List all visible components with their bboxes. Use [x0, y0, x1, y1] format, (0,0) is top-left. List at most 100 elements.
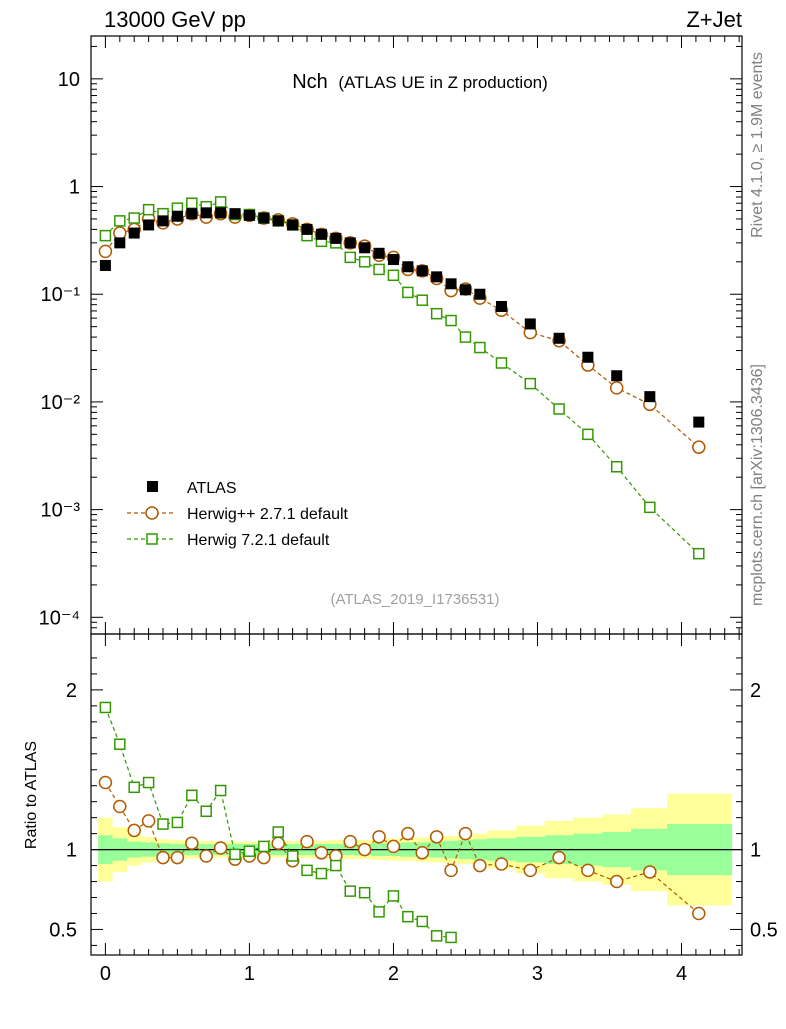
ratio-herwigpp-point [127, 823, 141, 838]
main-herwig7-point [114, 215, 126, 227]
ratio-herwigpp-point [386, 839, 401, 854]
ratio-herwig7-point [286, 850, 299, 862]
y-tick-label: 10⁻³ [41, 500, 81, 522]
main-atlas-point [495, 300, 507, 312]
legend: ATLAS Herwig++ 2.7.1 default Herwig 7.2.… [127, 480, 349, 549]
ratio-y-tick-label: 1 [66, 840, 77, 862]
main-herwig7-point [186, 197, 198, 209]
main-atlas-point [272, 215, 284, 227]
main-atlas-point [611, 370, 623, 382]
plot-title-main: Nch [292, 71, 328, 93]
y-tick-label: 10⁻⁴ [39, 607, 80, 629]
main-atlas-point [215, 207, 227, 219]
ratio-herwigpp-point [429, 830, 444, 844]
main-herwig7-point [644, 501, 656, 514]
ratio-herwigpp-point [357, 842, 372, 857]
ratio-herwigpp-point [444, 863, 458, 878]
main-herwig7-point [524, 377, 537, 390]
main-herwigpp-point [113, 226, 127, 240]
main-atlas-point [582, 351, 594, 363]
ratio-herwigpp-point [98, 775, 113, 790]
main-atlas-point [459, 284, 471, 296]
main-herwig7-point [387, 269, 400, 282]
ratio-herwigpp-point [494, 857, 509, 871]
main-atlas-point [373, 247, 385, 259]
main-atlas-point [114, 237, 126, 249]
ratio-herwigpp-point [213, 841, 228, 855]
frames [90, 35, 743, 956]
ratio-y-tick-label-right: 0.5 [750, 919, 778, 941]
ratio-herwig7-point [258, 840, 270, 853]
ratio-herwigpp-point [300, 834, 314, 849]
ratio-herwig7-point [272, 826, 284, 838]
main-atlas-point [200, 207, 212, 219]
ratio-herwig7-point [243, 845, 256, 857]
main-herwigpp-line [104, 213, 700, 448]
ratio-herwigpp-point [185, 836, 199, 850]
y-tick-label: 10 [58, 69, 80, 91]
ratio-herwig7-point [214, 784, 227, 797]
main-atlas-point [387, 254, 399, 266]
mcplots-label: mcplots.cern.ch [arXiv:1306.3436] [749, 364, 766, 606]
x-tick-label: 0 [100, 963, 111, 985]
ratio-herwigpp-point [458, 826, 473, 841]
legend-item-herwigpp: Herwig++ 2.7.1 default [127, 506, 349, 523]
main-atlas-point [186, 208, 198, 220]
main-atlas-point [553, 332, 565, 344]
ratio-herwig7-point [416, 915, 429, 928]
main-herwigpp-point [98, 244, 113, 259]
main-atlas-point [330, 232, 342, 244]
main-herwig7-line [104, 201, 700, 555]
legend-item-atlas: ATLAS [147, 480, 237, 497]
main-herwig7-point [610, 461, 623, 473]
main-herwig7-point [582, 428, 594, 441]
main-atlas-point [524, 318, 536, 330]
x-tick-label: 2 [388, 963, 399, 985]
ratio-herwigpp-point [415, 846, 430, 860]
ratio-herwigpp-point [692, 906, 706, 921]
main-herwig7-point [445, 314, 457, 327]
ratio-herwig7-point [330, 859, 342, 872]
ratio-herwig7-point [229, 848, 241, 861]
main-herwigpp-point [609, 381, 624, 395]
y-tick-label: 10⁻¹ [41, 284, 81, 306]
ratio-y-tick-label: 2 [66, 680, 77, 702]
ratio-herwig7-point [315, 867, 328, 880]
legend-item-herwig7: Herwig 7.2.1 default [127, 532, 330, 549]
ratio-herwig7-point [402, 910, 414, 923]
main-atlas-point [693, 416, 705, 428]
ratio-herwigpp-point [401, 826, 415, 841]
plot-title-sub: (ATLAS UE in Z production) [338, 73, 547, 92]
ratio-y-tick-label-right: 2 [750, 680, 761, 702]
legend-marker-atlas [147, 481, 158, 492]
ratio-herwigpp [98, 775, 706, 921]
ratio-herwigpp-point [314, 846, 329, 860]
main-atlas-point [402, 261, 414, 273]
ratio-herwig7-point [171, 816, 184, 829]
ratio-herwigpp-point [113, 799, 127, 814]
main-atlas-point [431, 271, 443, 283]
main-atlas-point [644, 391, 656, 403]
main-atlas-point [416, 265, 428, 277]
main-atlas-point [315, 228, 327, 240]
main-herwig7-point [459, 331, 472, 343]
ratio-herwigpp-point [141, 814, 156, 828]
main-herwig7-point [214, 196, 227, 208]
main-herwig7-point [344, 251, 356, 264]
main-atlas-point [445, 278, 457, 290]
main-herwig7-point [99, 229, 112, 242]
y-tick-label: 10⁻² [41, 392, 81, 414]
legend-marker-herwigpp [145, 506, 159, 520]
main-herwig7-point [693, 547, 705, 560]
main-herwig7-point [553, 403, 565, 415]
ratio-herwig7-point [358, 886, 371, 899]
legend-label-herwig7: Herwig 7.2.1 default [187, 532, 330, 549]
ratio-herwigpp-point [372, 830, 386, 844]
legend-label-herwigpp: Herwig++ 2.7.1 default [187, 506, 349, 523]
main-herwig7 [99, 196, 705, 560]
ratio-herwig7-point [142, 776, 155, 789]
axis-ticks: 0 1 2 3 4 10 1 10⁻¹ 10⁻² 10⁻³ 10⁻⁴ 2 2 1 1 0.5 0.5 [39, 36, 778, 985]
ratio-herwig7-point [387, 890, 400, 902]
ratio-herwig7-point [344, 885, 356, 897]
main-herwig7-point [128, 212, 140, 224]
